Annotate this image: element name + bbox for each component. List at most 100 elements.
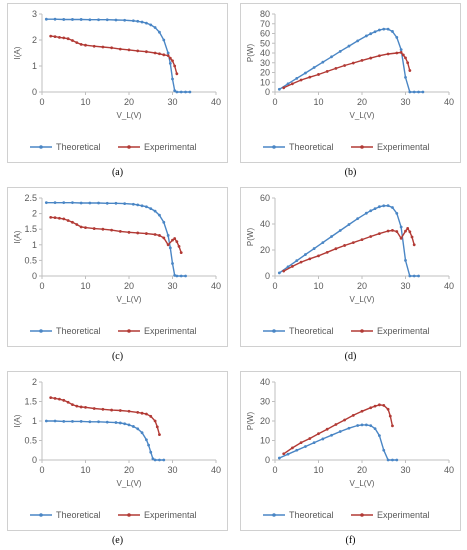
data-point-theoretical [136, 427, 140, 431]
data-point-theoretical [369, 32, 373, 36]
y-tick-label: 40 [260, 377, 270, 387]
chart-svg-b: 0 10 20 30 4001020304050607080V_L(V)P(W)Theo… [246, 9, 454, 152]
data-point-theoretical [184, 90, 187, 94]
data-point-experimental [334, 67, 338, 70]
data-point-experimental [351, 241, 355, 244]
data-point-theoretical [395, 458, 399, 462]
chart-caption-f: (f) [345, 535, 356, 546]
data-point-experimental [334, 247, 338, 251]
data-point-experimental [145, 50, 148, 54]
data-point-theoretical [277, 456, 281, 460]
x-tick-label: 30 [400, 281, 410, 291]
data-point-theoretical [140, 431, 144, 435]
data-point-experimental [136, 411, 140, 414]
chart-svg-f: 0 10 20 30 40 0 10 20 30 40 V_L(V) P(W) Theoretical E… [246, 377, 454, 520]
data-point-theoretical [338, 430, 342, 433]
legend-label-experimental: Experimental [144, 510, 197, 520]
data-point-experimental [334, 423, 338, 426]
data-point-theoretical [71, 18, 74, 21]
data-point-theoretical [151, 457, 155, 461]
data-point-theoretical [147, 443, 150, 447]
data-point-theoretical [277, 87, 281, 91]
data-point-experimental [153, 419, 157, 423]
legend-marker-experimental [127, 513, 131, 517]
chart-caption-c: (c) [111, 351, 124, 362]
chart-svg-c: 0 10 20 30 40 0 0.5 1 1.5 2 2.5 V_L(V) I(A) Theoretic… [13, 193, 221, 336]
data-point-theoretical [171, 77, 174, 81]
data-point-experimental [75, 404, 79, 408]
data-point-theoretical [364, 211, 368, 215]
data-point-experimental [71, 39, 74, 42]
data-point-theoretical [330, 433, 333, 437]
data-point-experimental [53, 396, 57, 400]
data-point-experimental [101, 227, 105, 231]
data-point-experimental [308, 257, 312, 261]
y-tick-label: 0.5 [24, 255, 37, 265]
data-point-theoretical [145, 205, 148, 209]
y-tick-label: 2 [32, 209, 37, 219]
series-line-theoretical [46, 18, 190, 93]
data-point-experimental [153, 51, 157, 55]
data-point-experimental [158, 234, 161, 237]
y-tick-label: 10 [260, 77, 270, 87]
data-point-theoretical [53, 17, 57, 21]
y-tick-label: 60 [260, 193, 270, 203]
data-point-theoretical [173, 89, 177, 93]
series-line-theoretical [46, 420, 164, 461]
data-point-experimental [308, 437, 312, 440]
data-point-experimental [343, 244, 346, 247]
data-point-theoretical [386, 27, 390, 31]
data-point-experimental [66, 219, 70, 222]
data-point-experimental [49, 215, 53, 219]
legend-label-theoretical: Theoretical [56, 326, 101, 336]
y-tick-label: 0 [265, 455, 270, 465]
data-point-experimental [66, 400, 70, 404]
data-point-experimental [127, 230, 131, 234]
data-point-experimental [386, 52, 390, 56]
y-tick-label: 10 [260, 436, 270, 446]
data-point-experimental [53, 35, 57, 39]
data-point-theoretical [364, 423, 368, 427]
data-point-theoretical [131, 425, 135, 428]
data-point-theoretical [149, 207, 153, 211]
data-point-theoretical [373, 207, 377, 211]
x-tick-label: 10 [313, 465, 323, 475]
chart-panel-f: 0 10 20 30 40 0 10 20 30 40 V_L(V) P(W) Theoretical E… [240, 371, 461, 531]
x-tick-label: 40 [444, 281, 454, 291]
y-tick-label: 30 [260, 58, 270, 68]
data-point-theoretical [162, 220, 166, 224]
data-point-experimental [58, 397, 61, 401]
data-point-theoretical [408, 90, 412, 94]
data-point-theoretical [312, 247, 316, 250]
series-line-experimental [283, 51, 411, 89]
data-point-experimental [145, 232, 148, 235]
legend-label-theoretical: Theoretical [289, 510, 334, 520]
data-point-theoretical [295, 259, 299, 263]
data-point-experimental [136, 231, 140, 235]
chart-panel-c: 0 10 20 30 40 0 0.5 1 1.5 2 2.5 V_L(V) I(A) Theoretic… [7, 187, 228, 347]
chart-panel-a: 0 10 20 30 40 0 1 2 3 V_L(V) I(A) Theoretical Experi… [7, 3, 228, 163]
data-point-experimental [369, 406, 373, 410]
data-point-theoretical [166, 51, 170, 55]
y-axis-label: I(A) [13, 230, 22, 243]
data-point-theoretical [71, 419, 74, 423]
data-point-experimental [317, 73, 320, 76]
data-point-theoretical [171, 262, 174, 265]
data-point-experimental [175, 72, 179, 76]
data-point-experimental [166, 54, 170, 57]
data-point-theoretical [153, 26, 157, 29]
data-point-experimental [391, 228, 394, 232]
data-point-experimental [84, 405, 87, 409]
y-tick-label: 20 [260, 245, 270, 255]
y-axis-label: P(W) [246, 412, 255, 431]
data-point-experimental [395, 230, 399, 233]
data-point-experimental [75, 41, 79, 44]
y-tick-label: 40 [260, 219, 270, 229]
data-point-experimental [395, 51, 399, 55]
y-tick-label: 70 [260, 19, 270, 29]
data-point-theoretical [295, 76, 299, 80]
data-point-theoretical [417, 90, 420, 94]
data-point-theoretical [286, 452, 290, 456]
data-point-theoretical [118, 421, 122, 425]
x-axis-label: V_L(V) [350, 111, 375, 120]
